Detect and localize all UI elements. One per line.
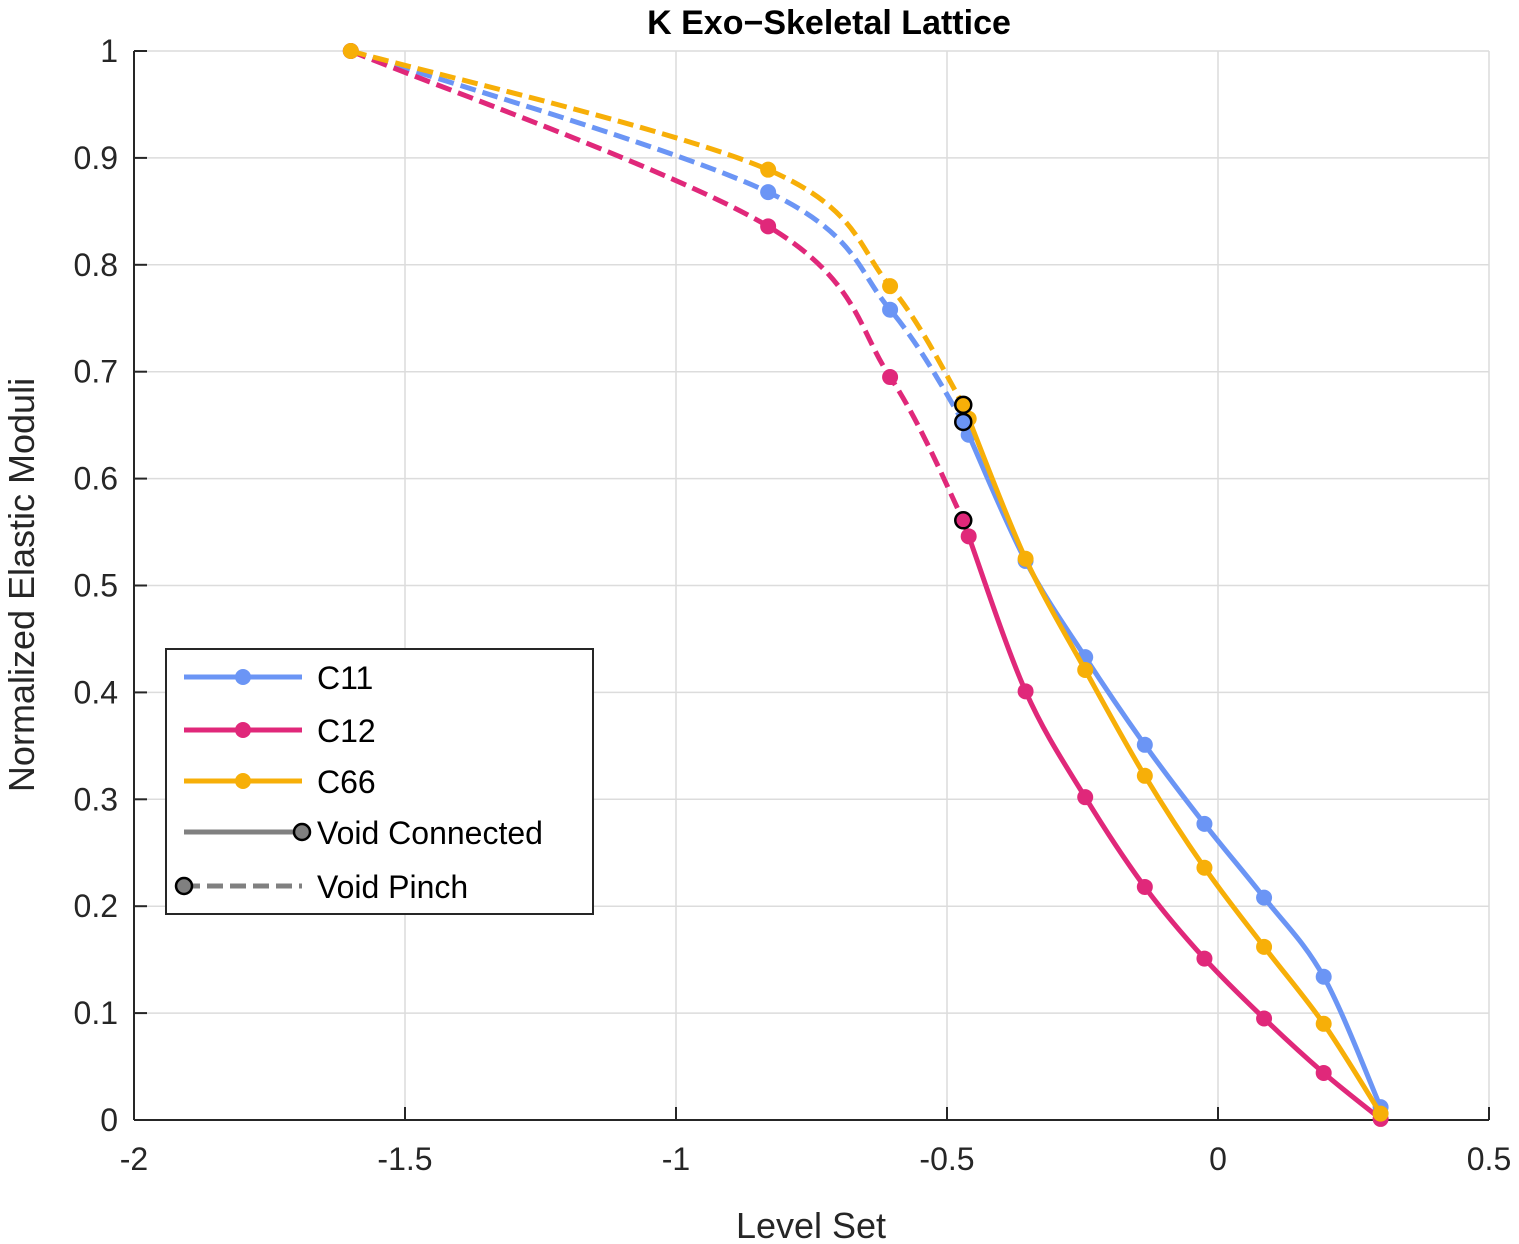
legend-item-c66: C66: [184, 764, 376, 800]
series-line-c11-pinch: [350, 48, 966, 424]
x-tick-label: 0: [1209, 1141, 1227, 1177]
data-point-c66: [1196, 859, 1213, 876]
y-tick-label: 0.4: [74, 674, 118, 710]
legend-label: C11: [317, 660, 373, 696]
y-tick-label: 0.7: [74, 354, 118, 390]
y-tick-label: 0.3: [74, 781, 118, 817]
data-point-c12: [882, 369, 899, 386]
legend-marker: [174, 876, 194, 896]
legend-item-void-pinch: Void Pinch: [174, 869, 468, 905]
grid: [133, 50, 1490, 1121]
data-point-c66: [1372, 1105, 1389, 1122]
legend-marker: [292, 822, 312, 842]
legend-item-c12: C12: [184, 713, 376, 749]
void-transition-marker-c11: [954, 412, 973, 432]
data-point-c12: [1017, 683, 1034, 700]
data-point-c66: [1315, 1015, 1332, 1032]
data-point-c66: [1017, 550, 1034, 567]
data-point-c66: [342, 43, 359, 59]
data-point-c11: [1196, 815, 1213, 832]
legend-marker: [235, 773, 251, 789]
x-tick-label: -1.5: [377, 1141, 432, 1177]
data-point-c11: [760, 184, 777, 201]
data-point-c12: [760, 218, 777, 235]
y-tick-label: 0.8: [74, 247, 118, 283]
legend-label: C12: [317, 713, 376, 749]
data-point-c12: [1196, 950, 1213, 967]
x-axis-title: Level Set: [736, 1205, 886, 1244]
legend-marker: [235, 669, 251, 685]
data-point-c12: [1315, 1064, 1332, 1081]
legend-item-void-connected: Void Connected: [184, 815, 543, 851]
y-tick-label: 1: [100, 33, 118, 69]
y-tick-label: 0.5: [74, 568, 118, 604]
y-tick-label: 0.6: [74, 461, 118, 497]
data-point-c66: [1077, 661, 1094, 678]
void-transition-marker-c12: [954, 511, 973, 530]
legend: C11 C12 C66 Void Connected Void Pinch: [165, 648, 594, 915]
legend-label: Void Pinch: [317, 869, 468, 905]
series-line-c12-connected: [959, 516, 1383, 1121]
legend-marker: [235, 722, 251, 738]
plot-area: [342, 43, 1389, 1127]
y-tick-label: 0.9: [74, 140, 118, 176]
series-line-c66-pinch: [350, 48, 966, 407]
data-point-c11: [1256, 889, 1273, 906]
data-point-c11: [1315, 968, 1332, 985]
data-point-c12: [1136, 878, 1153, 895]
y-tick-label: 0.1: [74, 995, 118, 1031]
x-tick-label: 0.5: [1467, 1141, 1511, 1177]
x-tick-label: -2: [120, 1141, 148, 1177]
legend-label: Void Connected: [317, 815, 543, 851]
data-point-c66: [1136, 767, 1153, 784]
data-point-c12: [1256, 1010, 1273, 1027]
data-point-c66: [1256, 938, 1273, 955]
y-axis-title: Normalized Elastic Moduli: [1, 378, 42, 792]
chart-title: K Exo−Skeletal Lattice: [647, 4, 1011, 42]
x-tick-label: -1: [662, 1141, 690, 1177]
data-point-c12: [960, 528, 977, 545]
data-point-c11: [882, 301, 899, 318]
legend-label: C66: [317, 764, 376, 800]
x-tick-label: -0.5: [919, 1141, 974, 1177]
legend-item-c11: C11: [184, 660, 373, 696]
axes: -2 -1.5 -1 -0.5 0 0.5 0 0.1 0.2 0.3 0.4 0.5 0.6 0.7 0.…: [74, 33, 1512, 1177]
y-tick-label: 0: [100, 1102, 118, 1138]
y-tick-label: 0.2: [74, 888, 118, 924]
series-line-c12-pinch: [349, 48, 966, 522]
data-point-c66: [760, 161, 777, 178]
data-point-c11: [1136, 736, 1153, 753]
data-point-c12: [1077, 789, 1094, 806]
void-transition-marker-c66: [954, 395, 973, 415]
data-point-c66: [882, 278, 899, 295]
